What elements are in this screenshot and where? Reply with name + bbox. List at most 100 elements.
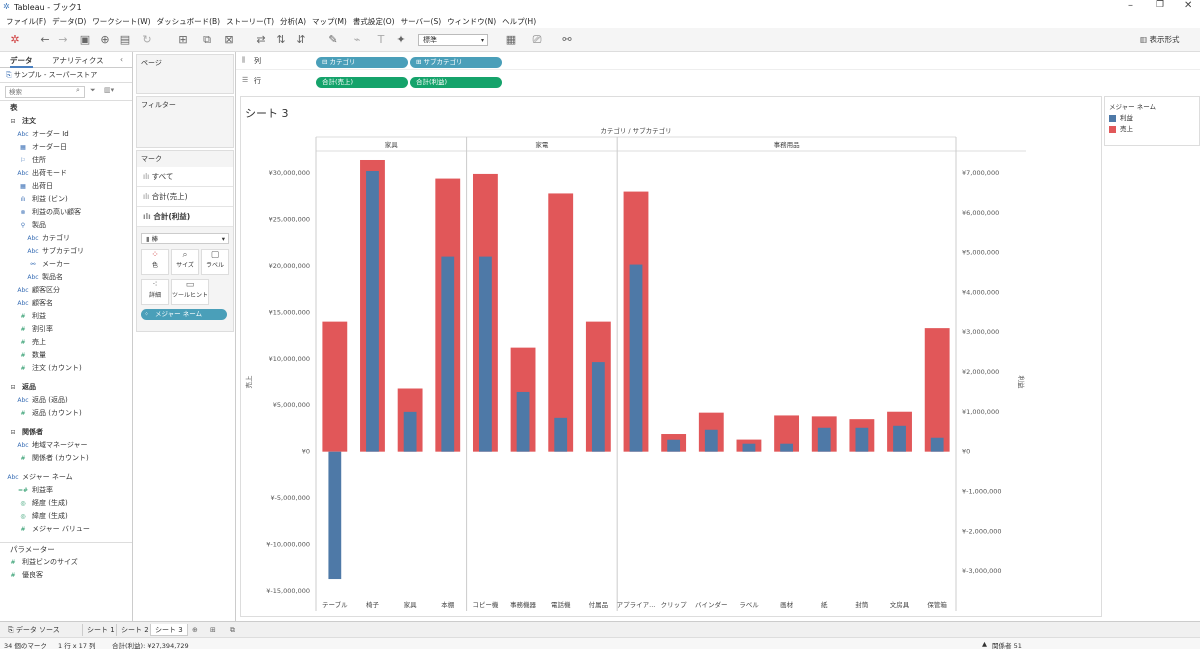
new-sheet-icon[interactable]: ⊞ bbox=[178, 33, 188, 46]
mark-type-select[interactable]: ▮ 棒 ▾ bbox=[141, 233, 229, 244]
menu-item[interactable]: 書式設定(O) bbox=[352, 17, 395, 26]
filters-card[interactable]: フィルター bbox=[136, 96, 234, 148]
field-item[interactable]: Abc 返品 (返品) bbox=[0, 394, 132, 407]
label-button[interactable]: ▢ ラベル bbox=[201, 249, 229, 275]
search-input[interactable] bbox=[5, 86, 85, 98]
sort-asc-icon[interactable]: ⇅ bbox=[276, 33, 286, 46]
field-item[interactable]: ⚯ メーカー bbox=[0, 258, 132, 271]
field-item[interactable]: Abc メジャー ネーム bbox=[0, 471, 132, 484]
table-folder[interactable]: ⊟ 注文 bbox=[0, 115, 132, 128]
field-item[interactable]: =# 利益率 bbox=[0, 484, 132, 497]
field-item[interactable]: # 売上 bbox=[0, 336, 132, 349]
marks-row[interactable]: ılı 合計(売上) bbox=[137, 187, 233, 207]
field-item[interactable]: ▦ オーダー日 bbox=[0, 141, 132, 154]
datasource-tab[interactable]: ⎘ データ ソース bbox=[4, 624, 64, 636]
field-item[interactable]: ⊗ 利益の高い顧客 bbox=[0, 206, 132, 219]
tab-analytics[interactable]: アナリティクス bbox=[52, 56, 104, 65]
filter-icon[interactable]: ⏷ bbox=[90, 86, 96, 94]
field-item[interactable]: Abc 顧客区分 bbox=[0, 284, 132, 297]
save-icon[interactable]: ▣ bbox=[79, 33, 91, 46]
field-item[interactable]: ⚲ 製品 bbox=[0, 219, 132, 232]
parameter-item[interactable]: # 利益ビンのサイズ bbox=[0, 556, 132, 569]
redo-icon[interactable]: → bbox=[58, 33, 68, 46]
field-item[interactable]: Abc サブカテゴリ bbox=[0, 245, 132, 258]
undo-icon[interactable]: ← bbox=[40, 33, 50, 46]
new-dashboard-icon[interactable]: ⊞ bbox=[210, 626, 216, 634]
parameter-item[interactable]: # 優良客 bbox=[0, 569, 132, 582]
new-worksheet-icon[interactable]: ⊕ bbox=[192, 626, 198, 634]
table-folder[interactable]: ⊟ 関係者 bbox=[0, 426, 132, 439]
marks-row[interactable]: ılı 合計(利益) bbox=[137, 207, 233, 227]
menu-item[interactable]: マップ(M) bbox=[312, 17, 347, 26]
field-item[interactable]: Abc 地域マネージャー bbox=[0, 439, 132, 452]
measure-names-color-pill[interactable]: ⁘ メジャー ネーム bbox=[141, 309, 227, 320]
menu-item[interactable]: ダッシュボード(B) bbox=[156, 17, 221, 26]
menu-item[interactable]: サーバー(S) bbox=[400, 17, 442, 26]
collapse-pane-icon[interactable]: ‹ bbox=[120, 55, 123, 64]
pause-icon[interactable]: ▤ bbox=[119, 33, 131, 46]
field-item[interactable]: # 割引率 bbox=[0, 323, 132, 336]
marks-row[interactable]: ılı すべて bbox=[137, 167, 233, 187]
close-icon[interactable]: ✕ bbox=[1184, 0, 1193, 11]
datasource-row[interactable]: ⎘ サンプル - スーパーストア bbox=[0, 68, 132, 83]
status-user[interactable]: 関係者 51 bbox=[992, 642, 1022, 650]
field-item[interactable]: Abc オーダー Id bbox=[0, 128, 132, 141]
view-options-icon[interactable]: ▥▾ bbox=[104, 86, 115, 94]
field-item[interactable]: # 注文 (カウント) bbox=[0, 362, 132, 375]
size-button[interactable]: ⌕ サイズ bbox=[171, 249, 199, 275]
worksheet-canvas[interactable]: シート 3 カテゴリ / サブカテゴリ 家具 テーブル 椅子 家具 本棚 家電 コピー機 事務機… bbox=[240, 96, 1102, 617]
pin-icon[interactable]: ✦ bbox=[396, 33, 406, 46]
minimize-icon[interactable]: – bbox=[1128, 0, 1133, 11]
legend-item[interactable]: 利益 bbox=[1105, 113, 1199, 124]
legend-item[interactable]: 売上 bbox=[1105, 124, 1199, 135]
field-item[interactable]: Abc 出荷モード bbox=[0, 167, 132, 180]
presentation-icon[interactable]: ⎚ bbox=[532, 33, 542, 46]
labels-icon[interactable]: T bbox=[377, 33, 385, 46]
share-icon[interactable]: ⚯ bbox=[562, 33, 572, 46]
group-icon[interactable]: ⌁ bbox=[353, 33, 361, 46]
menu-item[interactable]: ストーリー(T) bbox=[226, 17, 275, 26]
menu-item[interactable]: 分析(A) bbox=[280, 17, 307, 26]
table-folder[interactable]: ⊟ 返品 bbox=[0, 381, 132, 394]
restore-icon[interactable]: ❐ bbox=[1156, 0, 1165, 10]
refresh-icon[interactable]: ↻ bbox=[142, 33, 152, 46]
field-item[interactable]: # メジャー バリュー bbox=[0, 523, 132, 536]
menu-item[interactable]: ヘルプ(H) bbox=[502, 17, 537, 26]
color-button[interactable]: ⁘ 色 bbox=[141, 249, 169, 275]
field-item[interactable]: ▦ 出荷日 bbox=[0, 180, 132, 193]
clear-sheet-icon[interactable]: ⊠ bbox=[224, 33, 234, 46]
field-item[interactable]: # 数量 bbox=[0, 349, 132, 362]
new-datasource-icon[interactable]: ⊕ bbox=[100, 33, 110, 46]
field-item[interactable]: Abc カテゴリ bbox=[0, 232, 132, 245]
tooltip-button[interactable]: ▭ ツールヒント bbox=[171, 279, 209, 305]
field-item[interactable]: ılı 利益 (ビン) bbox=[0, 193, 132, 206]
show-me-button[interactable]: ▥ 表示形式 bbox=[1140, 34, 1179, 46]
sort-desc-icon[interactable]: ⇵ bbox=[296, 33, 306, 46]
row-pill-profit[interactable]: 合計(利益) bbox=[410, 77, 502, 88]
menu-item[interactable]: ウィンドウ(N) bbox=[447, 17, 497, 26]
sheet-tab-2[interactable]: シート 2 bbox=[116, 624, 153, 636]
field-item[interactable]: ◎ 経度 (生成) bbox=[0, 497, 132, 510]
field-item[interactable]: # 関係者 (カウント) bbox=[0, 452, 132, 465]
columns-shelf[interactable]: ⫼ 列 ⊟ カテゴリ ⊞ サブカテゴリ bbox=[236, 54, 1200, 70]
tab-data[interactable]: データ bbox=[10, 55, 33, 68]
menu-item[interactable]: データ(D) bbox=[52, 17, 87, 26]
duplicate-sheet-icon[interactable]: ⧉ bbox=[203, 33, 211, 46]
column-pill-category[interactable]: ⊟ カテゴリ bbox=[316, 57, 408, 68]
sheet-tab-1[interactable]: シート 1 bbox=[82, 624, 119, 636]
detail-button[interactable]: ⁖ 詳細 bbox=[141, 279, 169, 305]
rows-shelf[interactable]: ☰ 行 合計(売上) 合計(利益) bbox=[236, 74, 1200, 90]
highlight-icon[interactable]: ✎ bbox=[328, 33, 338, 46]
show-cards-icon[interactable]: ▦ bbox=[505, 33, 517, 46]
tableau-icon[interactable]: ✲ bbox=[10, 33, 20, 46]
fit-select[interactable]: 標準 ▾ bbox=[418, 34, 488, 46]
menu-item[interactable]: ワークシート(W) bbox=[92, 17, 151, 26]
swap-icon[interactable]: ⇄ bbox=[256, 33, 266, 46]
new-story-icon[interactable]: ⧉ bbox=[230, 626, 235, 634]
field-item[interactable]: ⚐ 住所 bbox=[0, 154, 132, 167]
field-item[interactable]: # 利益 bbox=[0, 310, 132, 323]
pages-card[interactable]: ページ bbox=[136, 54, 234, 94]
sheet-tab-3[interactable]: シート 3 bbox=[150, 624, 188, 636]
field-item[interactable]: # 返品 (カウント) bbox=[0, 407, 132, 420]
row-pill-sales[interactable]: 合計(売上) bbox=[316, 77, 408, 88]
